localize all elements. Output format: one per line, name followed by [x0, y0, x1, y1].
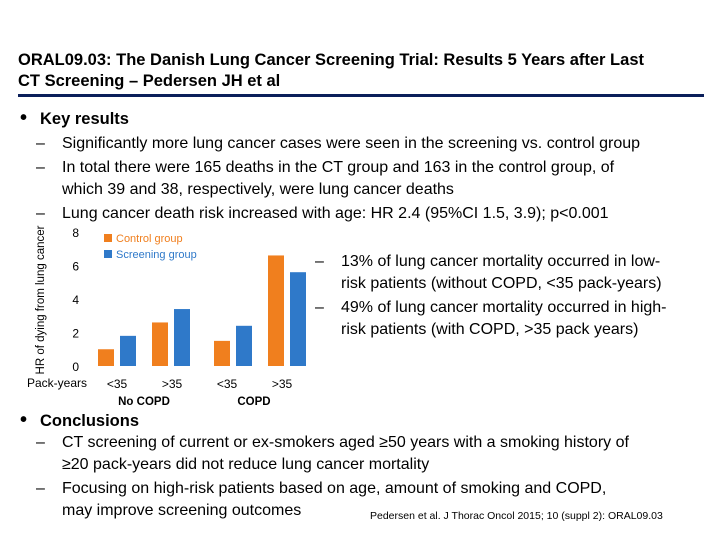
bar-screening	[174, 309, 190, 366]
key-result-item: – In total there were 165 deaths in the …	[36, 158, 614, 179]
x-tick-label: >35	[272, 377, 293, 391]
bar-screening	[120, 335, 136, 366]
conclusion-item-continued: may improve screening outcomes	[62, 502, 302, 519]
y-tick-label: 0	[72, 360, 79, 374]
y-tick-label: 6	[72, 260, 79, 274]
title-line-2: CT Screening – Pedersen JH et al	[18, 72, 281, 90]
y-tick-label: 4	[72, 293, 79, 307]
dash-icon: –	[315, 299, 324, 316]
key-result-item-continued: which 39 and 38, respectively, were lung…	[62, 181, 454, 198]
x-tick-label: <35	[217, 377, 238, 391]
y-axis-label: HR of dying from lung cancer	[35, 225, 47, 374]
conclusion-item-continued: ≥20 pack-years did not reduce lung cance…	[62, 456, 430, 473]
y-tick-label: 2	[72, 327, 79, 341]
legend-swatch	[104, 250, 112, 258]
bar-control	[98, 349, 114, 366]
side-note-1: – 13% of lung cancer mortality occurred …	[315, 252, 660, 273]
key-result-item: – Lung cancer death risk increased with …	[36, 204, 609, 225]
side-note-2: – 49% of lung cancer mortality occurred …	[315, 298, 667, 319]
side-note-2-continued: risk patients (with COPD, >35 pack years…	[341, 321, 639, 338]
x-group-label: No COPD	[118, 396, 170, 408]
dash-icon: –	[36, 159, 45, 176]
legend-label: Control group	[116, 233, 183, 245]
dash-icon: –	[315, 253, 324, 270]
legend-label: Screening group	[116, 249, 197, 261]
bar-screening	[236, 325, 252, 366]
dash-icon: –	[36, 480, 45, 497]
bar-control	[268, 255, 284, 366]
title-divider	[18, 94, 704, 97]
dash-icon: –	[36, 205, 45, 222]
legend-swatch	[104, 234, 112, 242]
slide-title: ORAL09.03: The Danish Lung Cancer Screen…	[18, 50, 708, 92]
conclusions-heading-text: Conclusions	[40, 412, 140, 430]
key-results-heading-text: Key results	[40, 110, 129, 128]
x-tick-label: >35	[162, 377, 183, 391]
key-result-item: – Significantly more lung cancer cases w…	[36, 134, 640, 155]
conclusion-item: – CT screening of current or ex-smokers …	[36, 433, 629, 454]
key-results-heading: • Key results	[20, 108, 129, 129]
bar-control	[214, 340, 230, 366]
side-note-1-continued: risk patients (without COPD, <35 pack-ye…	[341, 275, 662, 292]
y-tick-label: 8	[72, 226, 79, 240]
dash-icon: –	[36, 135, 45, 152]
x-group-label: COPD	[237, 396, 270, 408]
dash-icon: –	[36, 434, 45, 451]
bar-control	[152, 322, 168, 366]
bullet-icon: •	[20, 409, 28, 431]
citation: Pedersen et al. J Thorac Oncol 2015; 10 …	[370, 510, 663, 522]
title-line-1: ORAL09.03: The Danish Lung Cancer Screen…	[18, 51, 644, 69]
conclusion-item: – Focusing on high-risk patients based o…	[36, 479, 606, 500]
x-tick-label: <35	[107, 377, 128, 391]
bar-screening	[290, 272, 306, 366]
bullet-icon: •	[20, 107, 28, 129]
x-axis-prefix: Pack-years	[27, 376, 87, 390]
conclusions-heading: • Conclusions	[20, 410, 140, 431]
